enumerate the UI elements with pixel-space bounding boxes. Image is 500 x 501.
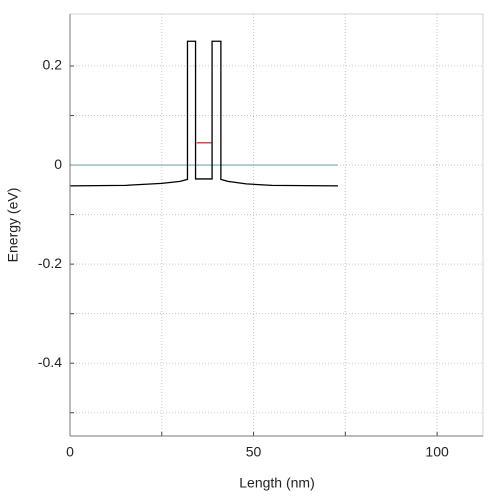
plot-area (70, 14, 483, 436)
plot-frame (69, 13, 484, 437)
y-tick-label: -0.4 (38, 354, 62, 370)
x-tick-label: 100 (425, 444, 449, 460)
y-tick-label: -0.2 (38, 255, 62, 271)
y-tick-label: 0 (54, 156, 62, 172)
x-axis-label: Length (nm) (239, 475, 314, 491)
y-axis-label: Energy (eV) (5, 188, 21, 263)
x-tick-label: 0 (66, 444, 74, 460)
y-tick-label: 0.2 (43, 57, 63, 73)
series-line (69, 40, 338, 187)
x-tick-label: 50 (246, 444, 262, 460)
